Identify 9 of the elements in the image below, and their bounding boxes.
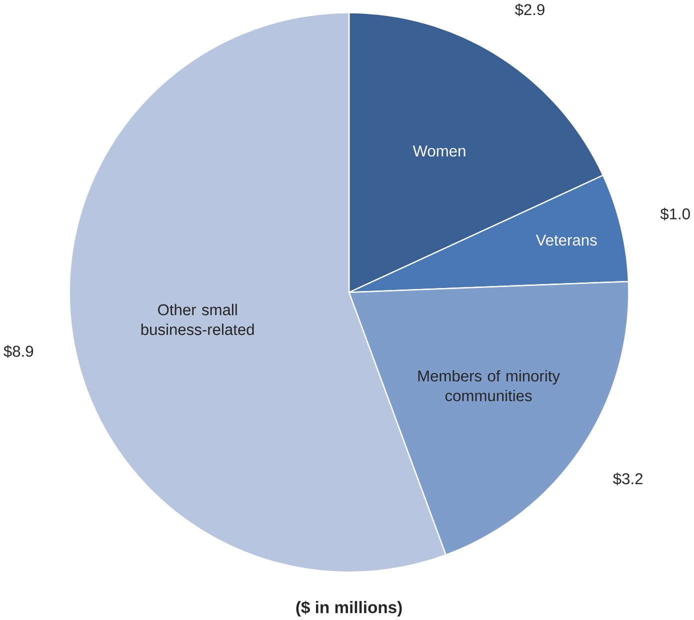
text: ($ in millions) [296,600,402,617]
data-label: $1.0 [660,208,690,220]
slice-label: Members of minority communities [418,370,560,402]
data-label: $2.9 [514,3,544,16]
data-label: $3.2 [613,472,642,486]
slice-label: Women [412,146,466,157]
slice-label: Other small business-related [141,304,254,336]
slice-label: Veterans [536,234,597,246]
data-label: $8.9 [4,345,34,358]
